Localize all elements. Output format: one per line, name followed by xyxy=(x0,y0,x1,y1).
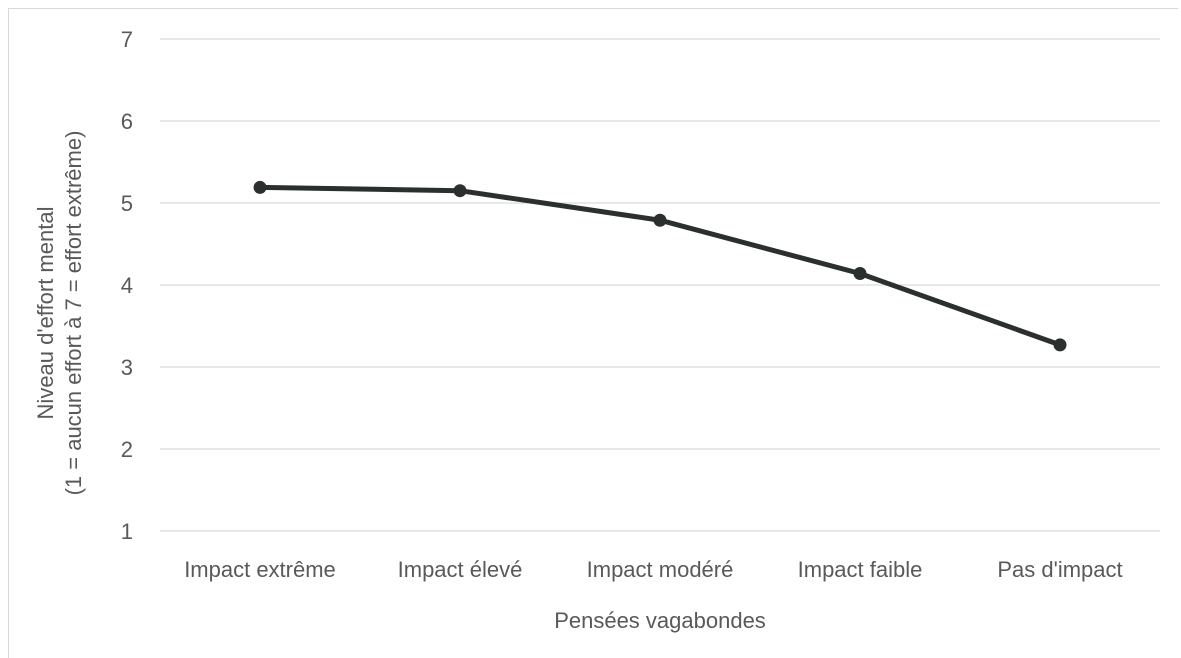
series-line xyxy=(257,184,1063,348)
y-axis-title-line-1: Niveau d'effort mental xyxy=(33,207,58,420)
y-tick-label-5: 5 xyxy=(121,191,133,216)
y-tick-label-2: 2 xyxy=(121,437,133,462)
gridlines xyxy=(160,38,1160,532)
x-axis-ticks: Impact extrême Impact élevé Impact modéré I… xyxy=(184,557,1122,582)
data-point-4 xyxy=(853,267,867,281)
y-tick-label-4: 4 xyxy=(121,273,133,298)
x-tick-label-5: Pas d'impact xyxy=(997,557,1122,582)
x-tick-label-3: Impact modéré xyxy=(587,557,734,582)
chart-frame xyxy=(8,8,1178,658)
y-tick-label-3: 3 xyxy=(121,355,133,380)
data-points xyxy=(253,180,1067,352)
x-tick-label-4: Impact faible xyxy=(798,557,923,582)
x-tick-label-2: Impact élevé xyxy=(398,557,523,582)
x-tick-label-1: Impact extrême xyxy=(184,557,336,582)
y-tick-label-6: 6 xyxy=(121,109,133,134)
x-axis-title: Pensées vagabondes xyxy=(554,608,766,633)
y-tick-label-7: 7 xyxy=(121,27,133,52)
data-point-5 xyxy=(1053,338,1067,352)
data-point-3 xyxy=(653,213,667,227)
y-axis-ticks: 1 2 3 4 5 6 7 xyxy=(121,27,133,544)
y-axis-title-line-2: (1 = aucun effort à 7 = effort extrême) xyxy=(61,131,86,496)
data-point-2 xyxy=(453,184,467,198)
y-axis-title: Niveau d'effort mental (1 = aucun effort… xyxy=(33,131,86,496)
data-point-1 xyxy=(253,180,267,194)
y-tick-label-1: 1 xyxy=(121,519,133,544)
